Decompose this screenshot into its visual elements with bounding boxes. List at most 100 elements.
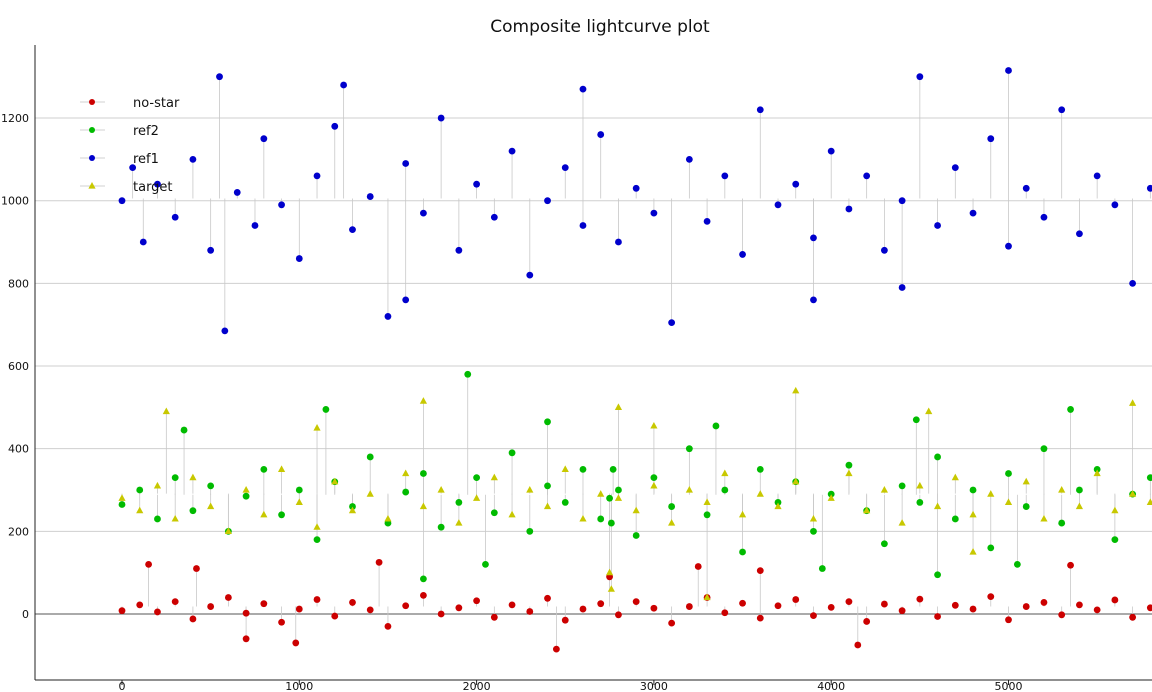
data-point-ref1 xyxy=(579,85,587,93)
data-point-ref2 xyxy=(1005,470,1012,477)
data-point-ref2 xyxy=(934,571,941,579)
data-points xyxy=(118,67,1152,653)
data-point-ref2 xyxy=(1013,561,1021,568)
data-point-no-star xyxy=(136,601,144,609)
data-point-no-star xyxy=(792,596,800,603)
data-point-ref1 xyxy=(233,189,241,196)
data-point-ref2 xyxy=(207,482,215,490)
data-point-ref2 xyxy=(880,540,888,548)
data-point-ref2 xyxy=(526,527,534,535)
data-point-target xyxy=(437,486,445,493)
data-point-no-star xyxy=(615,611,622,619)
data-point-no-star xyxy=(145,561,152,568)
data-point-target xyxy=(207,502,215,510)
data-point-ref2 xyxy=(615,486,622,494)
y-tick-label: 600 xyxy=(8,360,29,373)
data-point-ref1 xyxy=(756,106,764,114)
data-point-no-star xyxy=(898,607,906,615)
data-point-ref1 xyxy=(1111,201,1119,209)
data-point-no-star xyxy=(544,594,551,602)
data-point-target xyxy=(685,486,693,493)
data-point-ref1 xyxy=(278,201,285,209)
data-point-ref1 xyxy=(703,217,711,225)
data-point-no-star xyxy=(1005,616,1012,624)
data-point-no-star xyxy=(349,599,356,606)
data-point-no-star xyxy=(189,615,197,623)
data-point-ref2 xyxy=(898,482,906,490)
data-point-target xyxy=(313,424,321,431)
data-point-ref1 xyxy=(934,222,941,229)
data-point-no-star xyxy=(854,641,862,649)
data-point-target xyxy=(1040,514,1048,522)
data-point-ref1 xyxy=(189,155,197,163)
data-point-no-star xyxy=(969,605,977,613)
data-point-no-star xyxy=(597,600,605,608)
data-point-no-star xyxy=(685,603,693,610)
data-point-no-star xyxy=(721,609,729,617)
data-point-ref1 xyxy=(544,197,551,205)
data-point-target xyxy=(366,490,374,497)
data-point-target xyxy=(1075,502,1084,510)
x-tick-label: 1000 xyxy=(285,680,313,692)
data-point-no-star xyxy=(313,596,321,603)
data-point-target xyxy=(987,490,995,497)
data-point-no-star xyxy=(756,614,764,622)
data-point-ref1 xyxy=(1040,213,1048,221)
data-point-ref1 xyxy=(1076,230,1083,238)
data-point-no-star xyxy=(207,603,215,610)
data-point-ref2 xyxy=(810,527,817,535)
data-point-no-star xyxy=(154,608,161,616)
legend-marker xyxy=(89,99,95,105)
data-point-ref1 xyxy=(668,319,676,327)
data-point-no-star xyxy=(1040,599,1048,606)
data-point-no-star xyxy=(739,599,746,607)
data-point-ref2 xyxy=(322,406,330,413)
data-point-ref1 xyxy=(561,164,569,172)
data-point-ref1 xyxy=(650,209,658,217)
data-point-target xyxy=(313,523,321,530)
data-point-ref1 xyxy=(139,238,147,246)
data-point-target xyxy=(384,514,392,522)
data-point-ref2 xyxy=(609,465,617,473)
data-point-no-star xyxy=(1076,601,1083,609)
data-point-ref1 xyxy=(880,246,888,254)
data-point-target xyxy=(508,510,516,518)
data-point-no-star xyxy=(632,598,640,606)
data-point-target xyxy=(331,477,339,485)
data-point-ref1 xyxy=(1005,67,1012,74)
data-point-target xyxy=(738,510,747,518)
data-point-ref1 xyxy=(366,193,374,200)
data-point-target xyxy=(632,506,640,514)
data-point-ref1 xyxy=(916,73,924,81)
data-point-target xyxy=(792,477,800,485)
data-point-no-star xyxy=(292,639,300,647)
data-point-ref1 xyxy=(1022,184,1030,192)
data-point-ref1 xyxy=(827,147,835,155)
data-point-ref1 xyxy=(331,122,339,130)
data-point-no-star xyxy=(242,609,250,617)
data-point-ref2 xyxy=(136,486,144,494)
data-point-ref2 xyxy=(490,509,498,517)
data-point-ref2 xyxy=(606,494,613,502)
y-tick-label: 200 xyxy=(8,525,29,538)
data-point-no-star xyxy=(260,600,268,608)
series-target xyxy=(118,386,1152,601)
data-point-ref1 xyxy=(295,255,303,262)
data-point-ref2 xyxy=(464,370,472,378)
x-tick-label: 4000 xyxy=(817,680,845,692)
data-point-ref1 xyxy=(490,213,498,221)
data-point-no-star xyxy=(384,622,392,630)
data-point-target xyxy=(242,486,250,493)
y-tick-label: 400 xyxy=(8,443,29,456)
data-point-no-star xyxy=(242,635,250,643)
data-point-target xyxy=(607,585,615,592)
data-point-target xyxy=(260,510,268,518)
data-point-no-star xyxy=(171,598,179,606)
data-point-ref1 xyxy=(774,201,782,209)
data-point-target xyxy=(1129,399,1137,406)
data-point-target xyxy=(845,469,853,477)
data-point-ref1 xyxy=(455,246,463,254)
data-point-target xyxy=(419,502,428,510)
data-point-target xyxy=(863,506,871,514)
